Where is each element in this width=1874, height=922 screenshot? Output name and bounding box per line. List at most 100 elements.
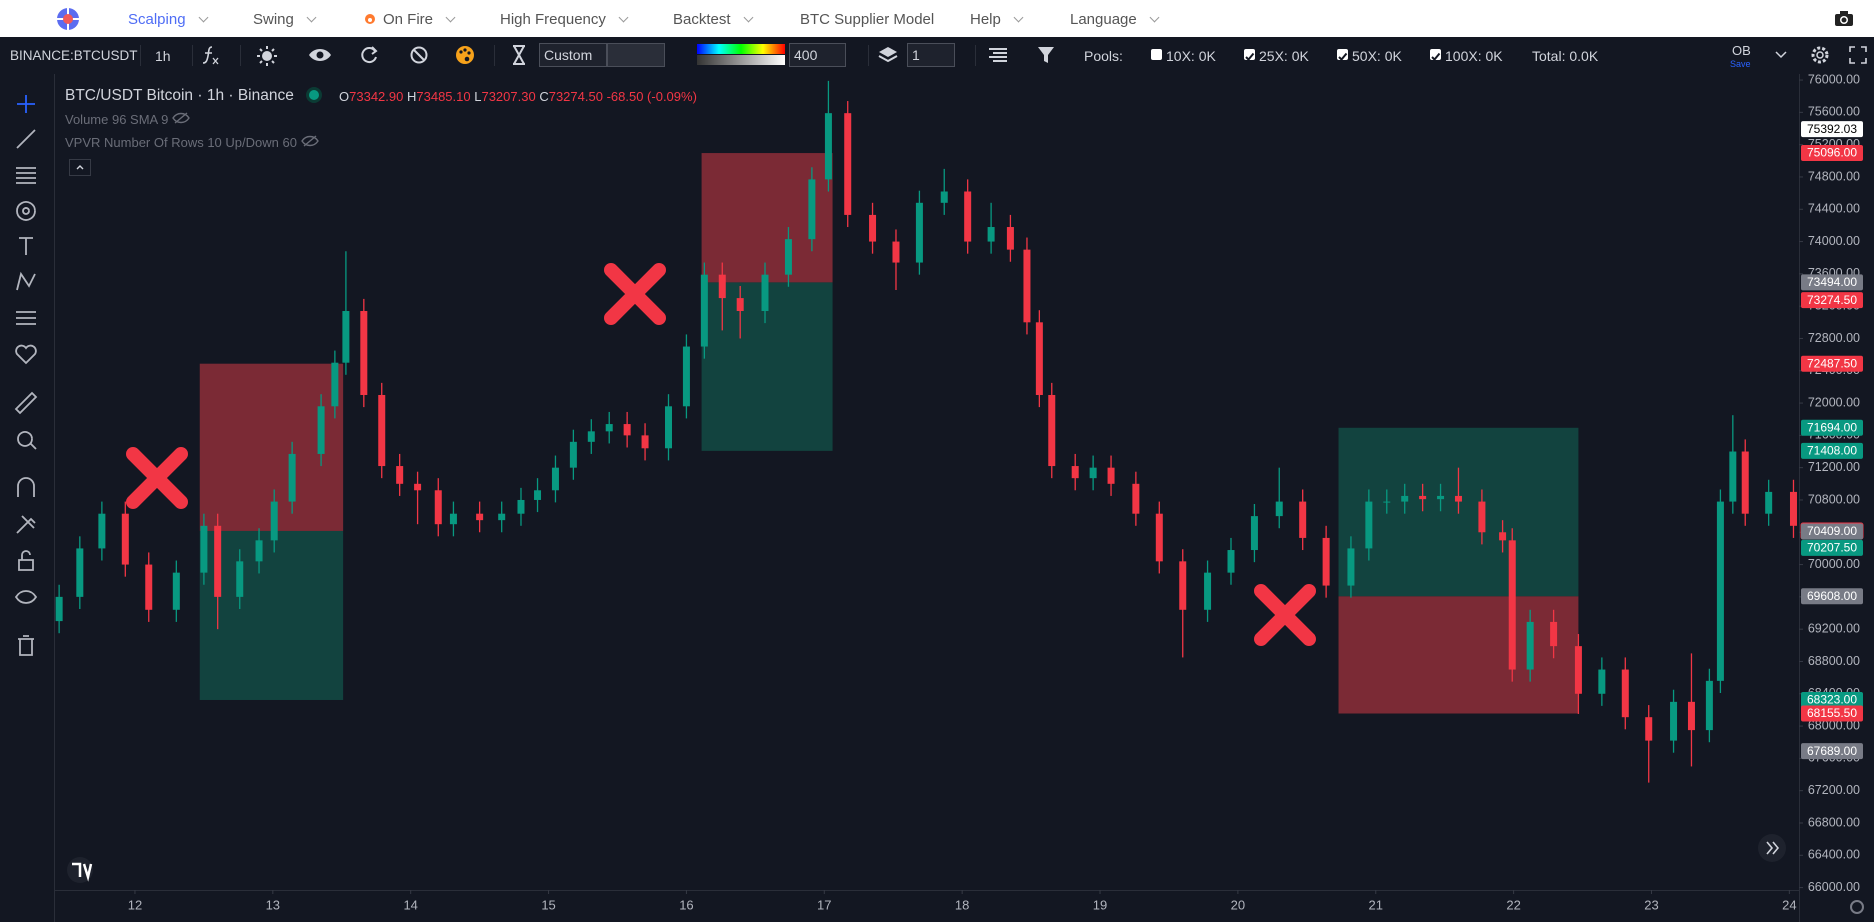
dropdown-icon[interactable] [1775,51,1787,59]
candle-body [1089,467,1097,479]
candle-body [360,311,368,395]
tool-icon[interactable] [15,344,37,365]
x-tick-label: 14 [403,897,417,912]
tool-icon[interactable] [18,635,34,656]
menu-item[interactable]: Help [970,11,1022,28]
y-tick-label: 72800.00 [1808,331,1860,345]
eye-icon[interactable] [308,46,332,64]
tool-icon[interactable] [14,590,38,604]
tool-icon[interactable] [16,515,36,534]
tool-icon[interactable] [16,311,36,325]
candle-body [736,298,744,312]
candle-body [1275,501,1283,517]
tool-icon[interactable] [16,271,36,291]
target-zone [199,530,344,700]
symbol[interactable]: BINANCE:BTCUSDT [10,48,138,63]
y-tick-label: 71200.00 [1808,460,1860,474]
candle-body [1508,540,1516,670]
check-path [1431,52,1441,61]
candle-body [940,191,948,203]
palette-icon[interactable] [455,45,475,65]
menu-item[interactable]: Backtest [673,11,752,28]
menu-item[interactable]: Scalping [128,11,207,28]
camera-icon[interactable] [1834,10,1854,27]
check-path [1338,52,1348,61]
candle-body [1670,701,1678,741]
theme-icon[interactable] [256,45,278,67]
candle-body [1250,516,1258,551]
price-tag-label: 67689.00 [1807,744,1857,758]
hourglass-icon[interactable] [512,45,526,65]
hidden-icon[interactable] [300,135,319,147]
clear-icon[interactable] [409,45,429,65]
total: Total: 0.0K [1532,48,1599,64]
price-tag [1801,145,1863,162]
pool-checkbox[interactable] [1337,49,1348,61]
indicator-icon[interactable] [200,44,220,66]
lines-icon[interactable] [988,47,1008,63]
pool-checkbox[interactable] [1430,49,1441,61]
pool-label: 10X: 0K [1166,48,1216,64]
axis-settings-icon[interactable] [1850,900,1864,914]
c-label: C [539,89,549,104]
pool-checkbox[interactable] [1151,49,1162,60]
y-tick-label: 75600.00 [1808,105,1860,119]
candle-body [1023,249,1031,323]
interval[interactable]: 1h [155,48,171,64]
hidden-icon[interactable] [172,112,190,124]
ob-button[interactable]: OB [1732,43,1751,58]
color-gradient[interactable] [697,44,785,54]
tool-icon[interactable] [17,431,37,450]
tool-icon[interactable] [17,95,35,113]
save-button[interactable]: Save [1730,59,1751,69]
preset-input[interactable] [607,43,665,67]
fire-icon [365,14,375,24]
candle-body [869,214,877,242]
preset-select[interactable]: Custom [539,43,607,67]
filter-icon[interactable] [1037,46,1055,64]
candle-body [1454,495,1462,502]
candle-body [641,435,649,449]
y-tick-label: 67200.00 [1808,783,1860,797]
price-tag-label: 68155.50 [1807,706,1857,720]
candle-body [76,548,84,597]
gray-gradient[interactable] [697,55,785,65]
refresh-icon[interactable] [359,45,379,65]
candle-body [288,453,296,502]
candle-body [1437,495,1445,500]
count-input[interactable]: 400 [789,43,846,67]
count-value: 400 [794,47,818,63]
tool-icon[interactable] [16,129,36,149]
settings-icon[interactable] [1810,45,1830,65]
collapse-button[interactable] [69,159,91,176]
fullscreen-icon[interactable] [1849,46,1867,64]
tool-icon[interactable] [17,477,35,497]
tool-icon[interactable] [19,237,33,255]
menu-item[interactable]: Swing [253,11,315,28]
scroll-button[interactable] [1758,834,1786,862]
layers-icon[interactable] [878,45,898,65]
collapse-icon [76,165,84,170]
candle-body [331,362,339,407]
y-tick-label: 66000.00 [1808,880,1860,894]
candle-body [784,239,792,275]
candle-body [414,483,422,491]
logo[interactable] [56,7,80,31]
menu-item[interactable]: High Frequency [500,11,627,28]
pool-checkbox[interactable] [1244,49,1255,61]
layers-input[interactable]: 1 [907,43,955,67]
x-tick-label: 18 [955,897,969,912]
tool-icon[interactable] [18,550,34,571]
menu-item[interactable]: Language [1070,11,1158,28]
candle-body [1526,621,1534,670]
tool-icon[interactable] [16,167,36,184]
candle-body [987,227,995,242]
toolbar: BINANCE:BTCUSDT 1h Custom 400 1 Pools: 1… [0,37,1874,75]
tool-icon[interactable] [16,201,36,221]
tool-icon[interactable] [14,391,38,415]
menu-item[interactable]: BTC Supplier Model [800,11,935,28]
menu-item[interactable]: On Fire [383,11,454,28]
y-tick-label: 70000.00 [1808,557,1860,571]
candle-body [1006,227,1014,250]
candle-body [1048,394,1056,467]
